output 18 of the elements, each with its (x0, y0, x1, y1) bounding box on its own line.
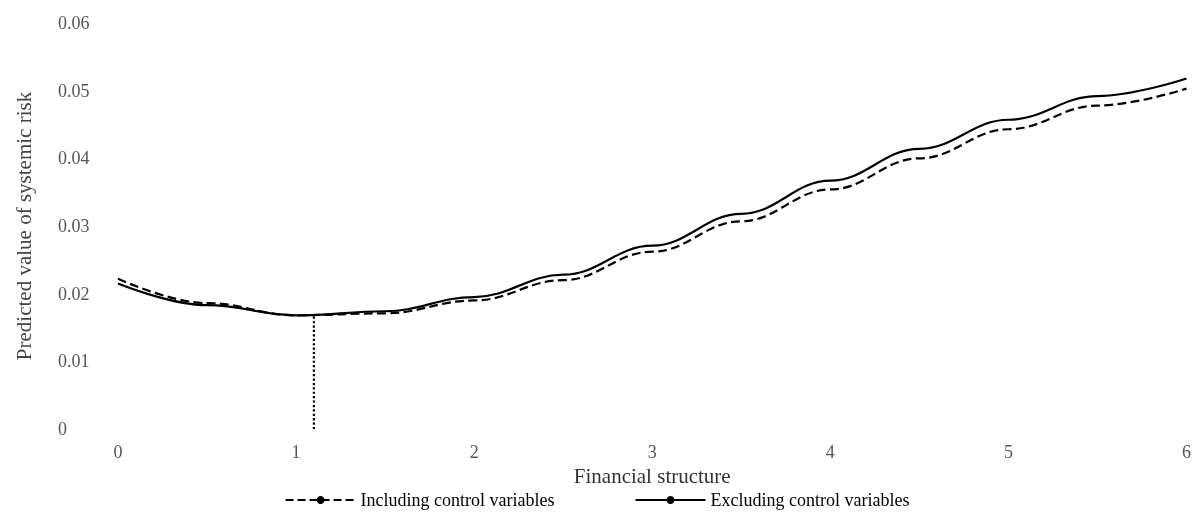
legend-label: Including control variables (360, 490, 555, 510)
y-tick-label: 0.04 (58, 148, 90, 169)
x-tick-label: 1 (291, 442, 301, 462)
legend-label: Excluding control variables (710, 490, 910, 510)
y-tick-label: 0.02 (58, 283, 90, 304)
x-tick-label: 3 (647, 442, 657, 462)
y-tick-label: 0.01 (58, 351, 90, 372)
x-tick-label: 2 (469, 442, 479, 462)
y-axis-title: Predicted value of systemic risk (11, 91, 36, 361)
x-axis-title: Financial structure (573, 464, 731, 489)
y-tick-label: 0.06 (58, 13, 90, 33)
y-tick-label: 0 (58, 419, 67, 439)
x-tick-label: 5 (1003, 442, 1013, 462)
x-tick-label: 4 (825, 442, 835, 462)
y-tick-label: 0.03 (58, 216, 90, 236)
x-tick-label: 0 (113, 442, 123, 462)
y-tick-label: 0.05 (58, 80, 90, 101)
x-tick-label: 6 (1182, 442, 1191, 462)
